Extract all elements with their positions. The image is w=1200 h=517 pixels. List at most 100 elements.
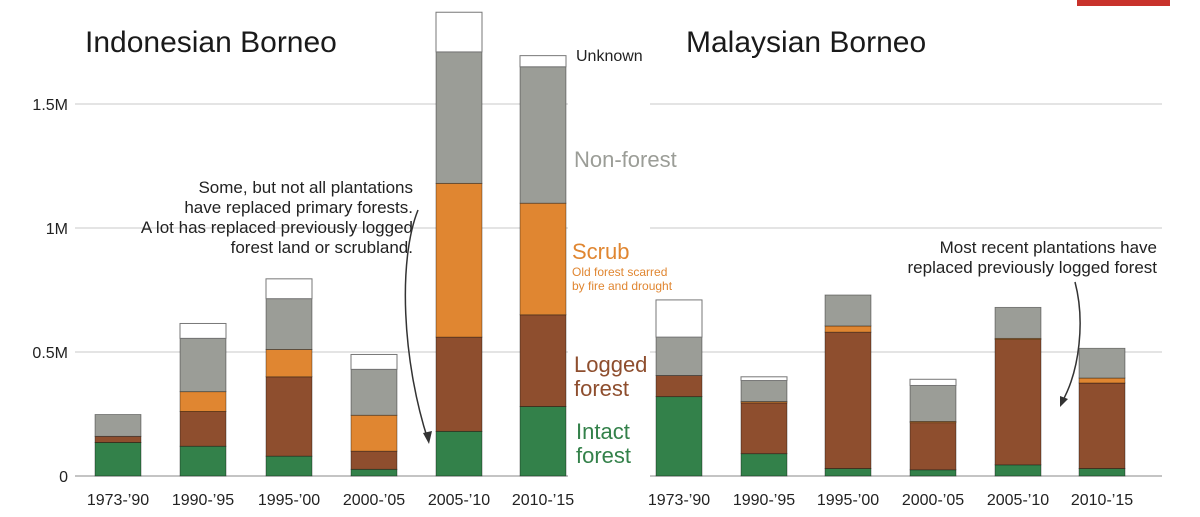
- legend-scrub-note: by fire and drought: [572, 279, 673, 293]
- bar-segment-logged-indonesia: [519, 314, 567, 407]
- x-tick-label: 1995-’00: [258, 492, 320, 509]
- bar-segment-scrub-malaysia: [1078, 377, 1126, 384]
- bar-segment-logged-malaysia: [994, 339, 1042, 466]
- y-tick-label: 0.5M: [32, 345, 68, 362]
- chart-title-indonesia: Indonesian Borneo: [85, 26, 337, 59]
- bar-segment-scrub-indonesia: [179, 391, 227, 412]
- legend-scrub: Scrub: [572, 239, 629, 264]
- bar-segment-nonforest-malaysia: [740, 380, 788, 402]
- bar-segment-logged-indonesia: [179, 411, 227, 447]
- bar-segment-intact-malaysia: [740, 453, 788, 477]
- x-tick-labels-malaysia: 1973-’90 1990-’95 1995-’00 2000-’05 2005-’10…: [648, 492, 1133, 509]
- x-tick-label: 1990-’95: [733, 492, 795, 509]
- annotation-line: replaced previously logged forest: [908, 258, 1158, 277]
- legend: Unknown Non-forest Scrub Old forest scar…: [572, 48, 677, 468]
- legend-intact: Intact: [576, 419, 630, 444]
- bar-segment-scrub-indonesia: [435, 182, 483, 338]
- x-tick-label: 1990-’95: [172, 492, 234, 509]
- x-tick-label: 2010-’15: [512, 492, 574, 509]
- bar-segment-scrub-indonesia: [350, 414, 398, 452]
- x-tick-label: 2000-’05: [902, 492, 964, 509]
- annotation-malaysia: Most recent plantations have replaced pr…: [908, 238, 1158, 407]
- bar-segment-nonforest-indonesia: [435, 51, 483, 184]
- bar-segment-logged-indonesia: [94, 435, 142, 443]
- bar-segment-unknown-indonesia: [179, 322, 227, 339]
- bar-segment-nonforest-indonesia: [179, 337, 227, 393]
- x-tick-label: 2005-’10: [428, 492, 490, 509]
- bar-segment-logged-malaysia: [740, 402, 788, 455]
- x-tick-labels-indonesia: 1973-’90 1990-’95 1995-’00 2000-’05 2005-’10…: [87, 492, 574, 509]
- bar-segment-logged-malaysia: [655, 375, 703, 398]
- bar-segment-nonforest-malaysia: [655, 336, 703, 376]
- bar-segment-nonforest-indonesia: [519, 66, 567, 204]
- annotation-line: have replaced primary forests.: [184, 198, 413, 217]
- gridlines-malaysia: [650, 103, 1162, 477]
- bar-segment-nonforest-indonesia: [94, 414, 142, 437]
- bar-segment-logged-indonesia: [350, 450, 398, 470]
- annotation-arrow: [404, 209, 429, 441]
- legend-scrub-note: Old forest scarred: [572, 265, 667, 279]
- bar-segment-nonforest-malaysia: [824, 294, 872, 327]
- legend-intact: forest: [576, 443, 631, 468]
- bar-segment-intact-malaysia: [994, 464, 1042, 477]
- legend-logged: Logged: [574, 352, 647, 377]
- bar-segment-scrub-indonesia: [519, 202, 567, 316]
- bar-segment-unknown-malaysia: [655, 299, 703, 338]
- bars-indonesia: [94, 11, 567, 477]
- annotation-indonesia: Some, but not all plantations have repla…: [141, 178, 432, 444]
- bar-segment-scrub-malaysia: [740, 401, 788, 404]
- x-tick-label: 2005-’10: [987, 492, 1049, 509]
- x-tick-label: 2000-’05: [343, 492, 405, 509]
- bar-segment-unknown-indonesia: [265, 278, 313, 300]
- bar-segment-nonforest-malaysia: [1078, 347, 1126, 379]
- bar-segment-intact-malaysia: [1078, 468, 1126, 477]
- annotation-line: Some, but not all plantations: [198, 178, 413, 197]
- bar-segment-intact-indonesia: [179, 445, 227, 477]
- bar-segment-intact-indonesia: [94, 442, 142, 477]
- bar-segment-nonforest-malaysia: [994, 306, 1042, 339]
- annotation-arrowhead: [1060, 396, 1068, 407]
- legend-logged: forest: [574, 376, 629, 401]
- bar-segment-logged-malaysia: [824, 331, 872, 469]
- bar-segment-nonforest-indonesia: [350, 368, 398, 416]
- bar-segment-nonforest-malaysia: [909, 385, 957, 422]
- bar-segment-unknown-malaysia: [909, 378, 957, 386]
- annotation-arrow: [1061, 281, 1081, 403]
- bar-segment-unknown-indonesia: [350, 353, 398, 370]
- x-tick-label: 2010-’15: [1071, 492, 1133, 509]
- y-tick-labels: 0 0.5M 1M 1.5M: [32, 97, 68, 486]
- bar-segment-intact-malaysia: [655, 396, 703, 477]
- bar-segment-logged-malaysia: [1078, 382, 1126, 469]
- bar-segment-intact-malaysia: [824, 468, 872, 477]
- bar-segment-intact-indonesia: [265, 455, 313, 477]
- y-tick-label: 1M: [46, 221, 68, 238]
- legend-unknown: Unknown: [576, 48, 643, 65]
- annotation-arrowhead: [423, 431, 432, 444]
- bar-segment-scrub-malaysia: [824, 325, 872, 333]
- legend-nonforest: Non-forest: [574, 147, 677, 172]
- bar-segment-nonforest-indonesia: [265, 298, 313, 350]
- bar-segment-unknown-malaysia: [740, 376, 788, 382]
- bar-segment-unknown-indonesia: [435, 11, 483, 53]
- chart-title-malaysia: Malaysian Borneo: [686, 26, 926, 59]
- bar-segment-logged-indonesia: [435, 336, 483, 432]
- y-tick-label: 1.5M: [32, 97, 68, 114]
- bar-segment-scrub-indonesia: [265, 349, 313, 378]
- annotation-line: forest land or scrubland.: [231, 238, 413, 257]
- bars-malaysia: [655, 294, 1126, 477]
- bar-segment-intact-malaysia: [909, 469, 957, 477]
- annotation-line: Most recent plantations have: [940, 238, 1157, 257]
- annotation-line: A lot has replaced previously logged: [141, 218, 413, 237]
- corner-accent-bar: [1077, 0, 1170, 6]
- bar-segment-intact-indonesia: [350, 468, 398, 477]
- x-tick-label: 1973-’90: [648, 492, 710, 509]
- bar-segment-logged-indonesia: [265, 376, 313, 457]
- bar-segment-intact-indonesia: [519, 406, 567, 477]
- x-tick-label: 1973-’90: [87, 492, 149, 509]
- bar-segment-logged-malaysia: [909, 422, 957, 471]
- bar-segment-intact-indonesia: [435, 430, 483, 477]
- bar-segment-unknown-indonesia: [519, 55, 567, 68]
- y-tick-label: 0: [59, 469, 68, 486]
- gridlines-indonesia: [75, 103, 568, 477]
